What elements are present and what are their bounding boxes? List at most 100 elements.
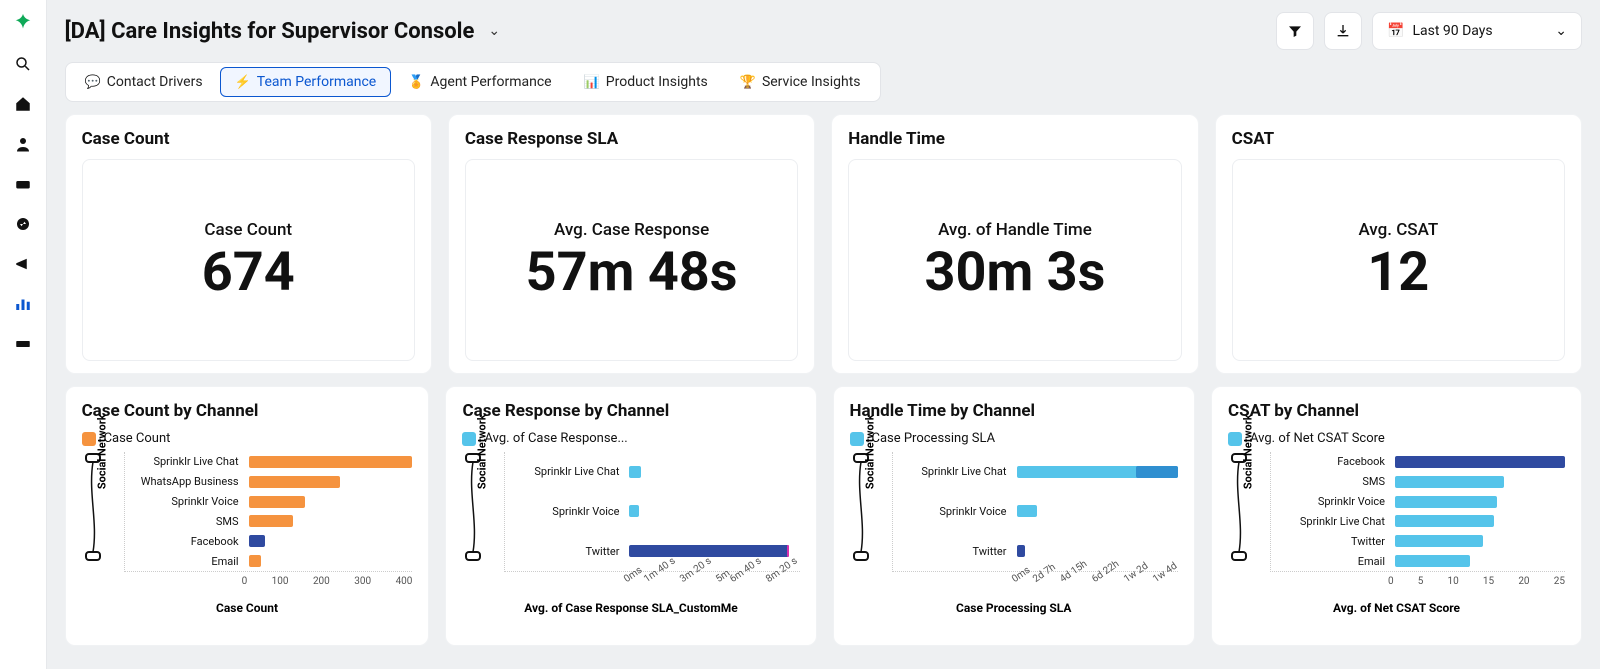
bar-label: Sprinklr Live Chat [505,465,623,478]
metric-box: Case Count674 [82,159,415,361]
x-axis-ticks: 0ms1m 40 s3m 20 s5m6m 40 s8m 20 s [622,576,799,587]
bar-label: Sprinklr Voice [125,495,243,508]
x-axis-label: Avg. of Net CSAT Score [1228,601,1565,615]
card-title: Case Count by Channel [82,401,413,421]
card-title: CSAT by Channel [1228,401,1565,421]
y-axis-label: Social Network [863,414,876,489]
card-title: CSAT [1232,129,1565,149]
tab-icon: ⚡ [235,75,251,90]
bar-label: SMS [125,515,243,528]
bar-label: Email [1271,555,1389,568]
filter-button[interactable] [1276,12,1314,50]
tab-product-insights[interactable]: 📊Product Insights [569,67,723,97]
bar-label: Twitter [1271,535,1389,548]
bar-label: Twitter [505,545,623,558]
calendar-icon: 📅 [1387,23,1404,39]
legend-swatch [462,432,476,446]
bar-label: Facebook [1271,455,1389,468]
legend-swatch [850,432,864,446]
sidebar [0,0,47,669]
kpi-card: Handle TimeAvg. of Handle Time30m 3s [831,114,1198,374]
home-icon[interactable] [13,94,33,114]
bar [249,515,294,527]
card-title: Case Response by Channel [462,401,799,421]
y-axis-label: Social Network [476,414,489,489]
inbox-icon[interactable] [13,174,33,194]
tab-icon: 🏆 [740,75,756,90]
chart-card: CSAT by ChannelAvg. of Net CSAT ScoreSoc… [1211,386,1582,646]
top-bar: [DA] Care Insights for Supervisor Consol… [47,0,1600,56]
chart-legend: Avg. of Net CSAT Score [1228,431,1565,446]
bar-label: Sprinklr Voice [1271,495,1389,508]
bar [1017,545,1026,557]
metric-box: Avg. Case Response 57m 48s [465,159,798,361]
campaign-icon[interactable] [13,254,33,274]
tab-service-insights[interactable]: 🏆 Service Insights [725,67,876,97]
bar-label: Sprinklr Live Chat [1271,515,1389,528]
chart-bar-row: Email [125,555,413,568]
chart-legend: Avg. of Case Response... [462,431,799,446]
chart-card: Case Response by Channel Avg. of Case Res… [445,386,816,646]
activity-icon[interactable] [13,214,33,234]
app-logo [12,12,34,34]
x-axis-label: Case Count [82,601,413,615]
tab-label: Service Insights [762,74,861,90]
chart-bar-row: Sprinklr Voice [125,495,413,508]
metric-box: Avg. of Handle Time30m 3s [848,159,1181,361]
chart-bars: Sprinklr Live Chat Sprinklr Voice Twitter [892,452,1179,572]
bar [249,456,413,468]
bar [249,555,261,567]
chart-card: Handle Time by ChannelCase Processing SL… [833,386,1196,646]
bar-label: Facebook [125,535,243,548]
analytics-icon[interactable] [13,294,33,314]
bar [1017,505,1037,517]
chart-bar-row: Sprinklr Live Chat [125,455,413,468]
x-axis-ticks: 0ms2d 7h4d 15h6d 22h1w 2d1w 4d [1010,576,1179,587]
chart-bar-row: Sprinklr Voice [893,505,1179,518]
bar-label: Sprinklr Live Chat [893,465,1011,478]
metric-label: Avg. CSAT [1358,220,1438,240]
bar [249,535,265,547]
bar-label: SMS [1271,475,1389,488]
tab-team-performance[interactable]: ⚡ Team Performance [220,67,392,97]
tabs: 💬Contact Drivers ⚡ Team Performance 🏅Agent … [47,56,1600,114]
metric-value: 674 [202,246,295,300]
chart-bar-row: Twitter [893,545,1179,558]
search-icon[interactable] [13,54,33,74]
legend-label: Avg. of Case Response... [484,431,627,446]
chart-bar-row: Twitter [1271,535,1565,548]
agent-icon[interactable] [13,134,33,154]
title-dropdown-icon[interactable]: ⌄ [484,19,504,43]
bar-label: Email [125,555,243,568]
metric-label: Avg. Case Response [554,220,709,240]
tab-label: Product Insights [606,74,708,90]
tab-contact-drivers[interactable]: 💬Contact Drivers [70,67,218,97]
metric-value: 57m 48s [526,246,738,300]
date-range-picker[interactable]: 📅 Last 90 Days ⌄ [1372,12,1582,50]
chart-card: Case Count by ChannelCase CountSocial Ne… [65,386,430,646]
metric-box: Avg. CSAT 12 [1232,159,1565,361]
bar-label: Sprinklr Live Chat [125,455,243,468]
ticket-icon[interactable] [13,334,33,354]
chart-bar-row: Sprinklr Live Chat [505,465,799,478]
chart-bar-row: Email [1271,555,1565,568]
download-button[interactable] [1324,12,1362,50]
tab-agent-performance[interactable]: 🏅Agent Performance [393,67,566,97]
bar [1395,496,1497,508]
bar [1395,555,1470,567]
bar-label: Twitter [893,545,1011,558]
tab-icon: 💬 [85,75,101,90]
chart-bar-row: Facebook [125,535,413,548]
tab-label: Agent Performance [430,74,551,90]
metric-value: 12 [1367,246,1429,300]
bar-label: WhatsApp Business [125,475,243,488]
date-range-label: Last 90 Days [1412,23,1492,39]
tab-label: Team Performance [257,74,376,90]
chart-bar-row: WhatsApp Business [125,475,413,488]
bar-label: Sprinklr Voice [893,505,1011,518]
chevron-down-icon: ⌄ [1555,23,1567,39]
chart-bar-row: Facebook [1271,455,1565,468]
bar [1395,535,1483,547]
chart-bar-row: Sprinklr Live Chat [893,465,1179,478]
bar [1395,456,1565,468]
